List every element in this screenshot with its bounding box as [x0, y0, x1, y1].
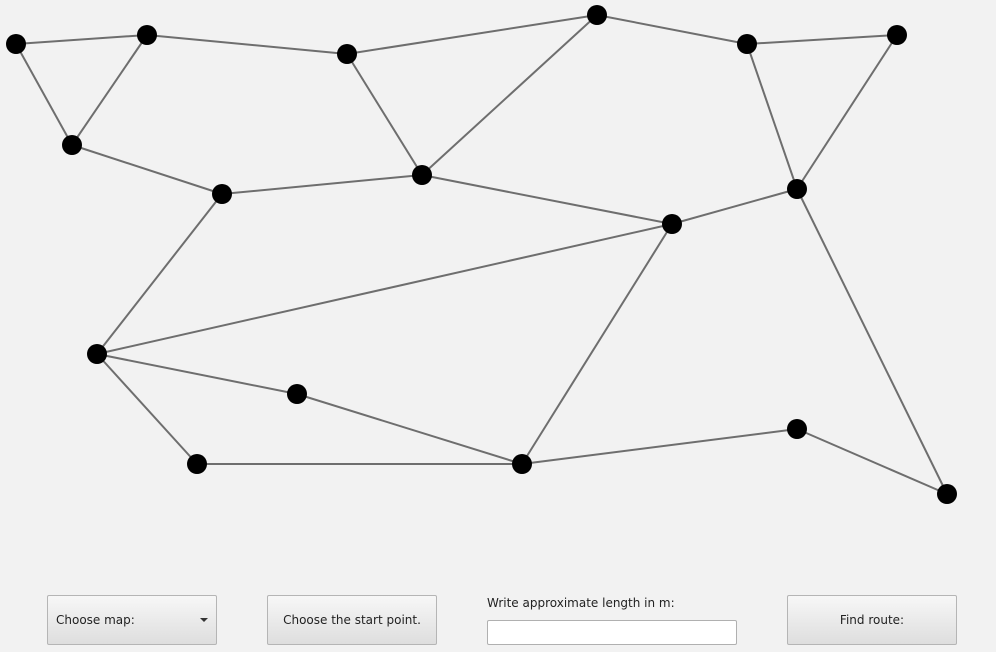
- map-node[interactable]: [87, 344, 107, 364]
- choose-start-point-label: Choose the start point.: [283, 613, 421, 627]
- map-node[interactable]: [787, 419, 807, 439]
- map-node[interactable]: [512, 454, 532, 474]
- map-edge: [746, 34, 898, 45]
- map-node[interactable]: [412, 165, 432, 185]
- map-edge: [346, 14, 598, 55]
- map-nodes: [6, 5, 957, 504]
- choose-map-dropdown[interactable]: Choose map:: [47, 595, 217, 645]
- map-node[interactable]: [287, 384, 307, 404]
- map-node[interactable]: [937, 484, 957, 504]
- map-edge: [746, 43, 798, 190]
- map-edge: [796, 428, 948, 495]
- map-edge: [71, 144, 223, 195]
- map-edge: [421, 14, 598, 176]
- map-edges: [15, 14, 948, 495]
- map-edge: [521, 428, 798, 465]
- find-route-button[interactable]: Find route:: [787, 595, 957, 645]
- length-label: Write approximate length in m:: [487, 596, 675, 610]
- map-edge: [15, 34, 148, 45]
- map-edge: [96, 193, 223, 355]
- choose-map-label: Choose map:: [56, 613, 135, 627]
- map-node[interactable]: [587, 5, 607, 25]
- chevron-down-icon: [200, 618, 208, 622]
- map-edge: [96, 353, 198, 465]
- map-node[interactable]: [62, 135, 82, 155]
- map-edge: [521, 223, 673, 465]
- map-node[interactable]: [337, 44, 357, 64]
- map-node[interactable]: [662, 214, 682, 234]
- map-edge: [796, 188, 948, 495]
- map-node[interactable]: [787, 179, 807, 199]
- map-edge: [221, 174, 423, 195]
- map-edge: [96, 353, 298, 395]
- map-canvas[interactable]: [0, 0, 996, 590]
- map-node[interactable]: [137, 25, 157, 45]
- map-node[interactable]: [887, 25, 907, 45]
- map-edge: [671, 188, 798, 225]
- length-input[interactable]: [487, 620, 737, 645]
- map-edge: [296, 393, 523, 465]
- find-route-label: Find route:: [839, 613, 905, 627]
- map-edge: [421, 174, 673, 225]
- map-edge: [96, 223, 673, 355]
- map-edge: [346, 53, 423, 176]
- map-edge: [146, 34, 348, 55]
- map-node[interactable]: [212, 184, 232, 204]
- map-edge: [71, 34, 148, 146]
- map-node[interactable]: [187, 454, 207, 474]
- map-edge: [796, 34, 898, 190]
- map-edge: [15, 43, 73, 146]
- map-edge: [596, 14, 748, 45]
- map-node[interactable]: [737, 34, 757, 54]
- choose-start-point-button[interactable]: Choose the start point.: [267, 595, 437, 645]
- map-node[interactable]: [6, 34, 26, 54]
